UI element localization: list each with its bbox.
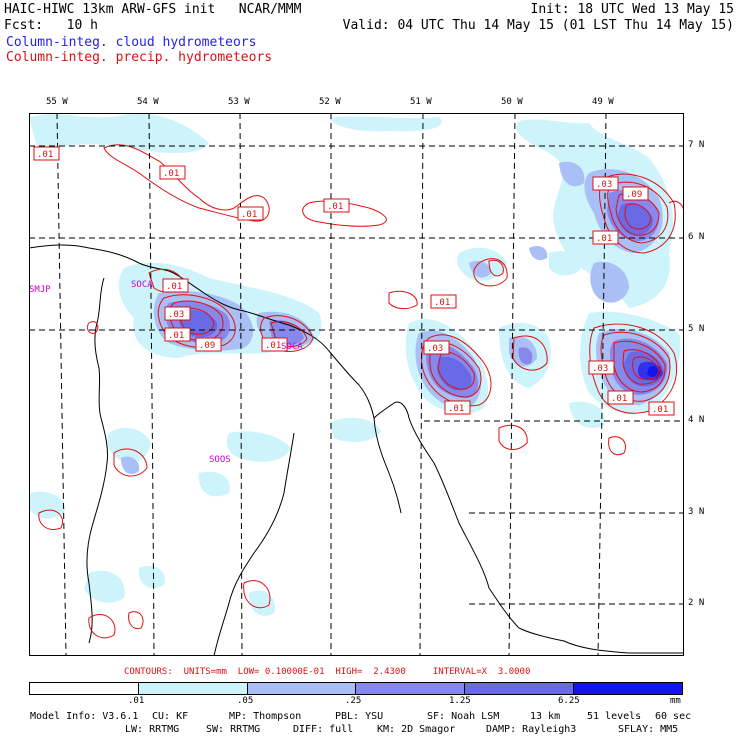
svg-text:.01: .01	[168, 331, 184, 341]
model-info-sflay: SFLAY: MM5	[618, 724, 679, 735]
station-label: SOOS	[209, 455, 231, 465]
svg-text:.01: .01	[166, 282, 182, 292]
model-info-levels: 51 levels	[587, 711, 642, 722]
lat-label: 3 N	[688, 507, 705, 517]
contour-label: .01	[159, 165, 186, 180]
contour-label: .01	[33, 146, 60, 161]
model-info-diff: DIFF: full	[293, 724, 354, 735]
contour-labels: .01 .01 .01 .01 .01 .01 .03 .01 .09 .01 …	[33, 146, 675, 416]
lon-label: 49 W	[592, 97, 614, 107]
model-title: HAIC-HIWC 13km ARW-GFS init NCAR/MMM	[4, 2, 302, 17]
svg-text:.01: .01	[611, 394, 627, 404]
contour-label: .01	[592, 230, 619, 245]
lat-label: 7 N	[688, 140, 705, 150]
lat-label: 4 N	[688, 415, 705, 425]
lat-label: 6 N	[688, 232, 705, 242]
contour-label: .03	[423, 340, 450, 355]
valid-time: Valid: 04 UTC Thu 14 May 15 (01 LST Thu …	[342, 18, 734, 33]
model-info-mp: MP: Thompson	[229, 711, 302, 722]
lat-label: 5 N	[688, 324, 705, 334]
model-info-sf: SF: Noah LSM	[427, 711, 500, 722]
contour-label: .01	[164, 327, 191, 342]
svg-text:.03: .03	[592, 364, 608, 374]
contour-label: .01	[237, 206, 264, 221]
lon-label: 51 W	[410, 97, 432, 107]
colorbar-unit: mm	[670, 696, 681, 706]
station-labels: SMJP SOCA SOCA SOOS	[29, 280, 303, 465]
color-bar-segment	[137, 683, 247, 694]
contour-label: .09	[195, 337, 222, 352]
lat-label: 2 N	[688, 598, 705, 608]
contour-label: .01	[323, 198, 350, 213]
colorbar-tick: 1.25	[449, 696, 471, 706]
model-info-cu: CU: KF	[152, 711, 189, 722]
color-bar-segment	[246, 683, 356, 694]
coastline	[29, 244, 684, 656]
svg-text:.01: .01	[596, 234, 612, 244]
lat-lon-grid	[29, 113, 684, 656]
svg-text:.01: .01	[652, 405, 668, 415]
model-info-damp: DAMP: Rayleigh3	[486, 724, 577, 735]
color-bar-segment	[464, 683, 574, 694]
svg-text:.01: .01	[265, 341, 281, 351]
cloud-field-label: Column-integ. cloud hydrometeors	[6, 35, 257, 50]
model-info-lw: LW: RRTMG	[125, 724, 180, 735]
contour-label: .03	[592, 176, 619, 191]
svg-text:.03: .03	[427, 344, 443, 354]
color-bar-segment	[573, 683, 682, 694]
model-info-pbl: PBL: YSU	[335, 711, 384, 722]
model-info-version: Model Info: V3.6.1	[30, 711, 139, 722]
colorbar-tick: 6.25	[558, 696, 580, 706]
model-info-res: 13 km	[530, 711, 561, 722]
contour-label: .01	[444, 400, 471, 415]
lon-label: 52 W	[319, 97, 341, 107]
map-frame	[29, 113, 684, 656]
color-bar	[29, 682, 683, 695]
svg-text:.01: .01	[327, 202, 343, 212]
color-bar-segment	[355, 683, 465, 694]
model-info-sw: SW: RRTMG	[206, 724, 261, 735]
model-info-km: KM: 2D Smagor	[377, 724, 456, 735]
contour-label: .03	[588, 360, 615, 375]
contour-label: .01	[607, 390, 634, 405]
svg-text:.03: .03	[596, 180, 612, 190]
forecast-map: .01 .01 .01 .01 .01 .01 .03 .01 .09 .01 …	[29, 113, 684, 656]
svg-text:.01: .01	[163, 169, 179, 179]
svg-text:.09: .09	[199, 341, 215, 351]
lon-label: 50 W	[501, 97, 523, 107]
colorbar-tick: .05	[237, 696, 254, 706]
contour-label: .01	[261, 337, 288, 352]
color-bar-segment	[30, 683, 138, 694]
contour-label: .01	[648, 401, 675, 416]
svg-text:.09: .09	[626, 190, 642, 200]
station-label: SOCA	[131, 280, 153, 290]
lon-label: 55 W	[46, 97, 68, 107]
lon-label: 54 W	[137, 97, 159, 107]
svg-text:.01: .01	[434, 298, 450, 308]
model-info-dt: 60 sec	[655, 711, 692, 722]
contour-label: .03	[164, 306, 191, 321]
init-time: Init: 18 UTC Wed 13 May 15	[530, 2, 735, 17]
svg-text:.01: .01	[448, 404, 464, 414]
svg-text:.01: .01	[241, 210, 257, 220]
contour-label: .01	[162, 278, 189, 293]
contour-label: .09	[622, 186, 649, 201]
forecast-hour: Fcst: 10 h	[4, 18, 98, 33]
precip-field-label: Column-integ. precip. hydrometeors	[6, 50, 273, 65]
station-label: SMJP	[29, 285, 51, 295]
svg-text:.03: .03	[168, 310, 184, 320]
colorbar-tick: .01	[128, 696, 145, 706]
colorbar-tick: .25	[345, 696, 362, 706]
svg-text:.01: .01	[37, 150, 53, 160]
cloud-shading-light	[29, 113, 681, 616]
lon-label: 53 W	[228, 97, 250, 107]
station-label: SOCA	[281, 342, 303, 352]
contour-info: CONTOURS: UNITS=mm LOW= 0.10000E-01 HIGH…	[124, 667, 531, 677]
contour-label: .01	[430, 294, 457, 309]
